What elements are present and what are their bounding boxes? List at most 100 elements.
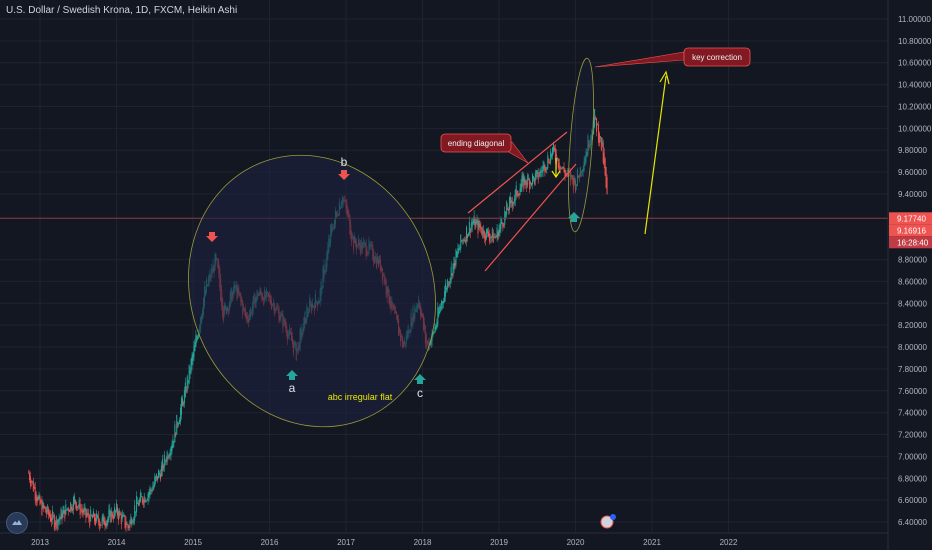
y-tick-label: 9.40000 <box>898 190 927 199</box>
candle-body <box>184 382 186 397</box>
candle-body <box>559 165 561 171</box>
candle-body <box>140 496 142 498</box>
candle-body <box>72 497 74 510</box>
candle-body <box>556 158 558 160</box>
candle-body <box>74 499 76 504</box>
candle-body <box>518 194 520 196</box>
candle-body <box>191 355 193 366</box>
y-tick-label: 8.80000 <box>898 256 927 265</box>
candle-body <box>586 152 588 157</box>
candle-body <box>190 358 192 373</box>
candle-body <box>593 119 595 135</box>
candle-body <box>167 456 169 459</box>
candle-body <box>129 520 131 528</box>
candle-body <box>537 172 539 180</box>
time-axis[interactable]: 2013 2014 2015 2016 2017 2018 2019 2020 2021 2022 <box>31 538 738 547</box>
candle-body <box>494 237 496 238</box>
candle-body <box>460 234 462 249</box>
candle-body <box>449 277 451 284</box>
y-tick-label: 10.80000 <box>898 37 932 46</box>
candle-body <box>146 500 148 501</box>
candle-body <box>572 175 574 180</box>
last-price-badge-text: 9.17740 <box>897 214 926 223</box>
candle-body <box>28 472 30 481</box>
candle-body <box>56 520 58 529</box>
candle-body <box>453 256 455 270</box>
candle-body <box>479 224 481 229</box>
y-tick-label: 10.00000 <box>898 124 932 133</box>
candle-body <box>452 263 454 275</box>
ending-diagonal-label: ending diagonal <box>448 139 505 148</box>
candle-body <box>110 511 112 523</box>
candle-body <box>558 163 560 169</box>
candle-body <box>31 480 33 482</box>
candle-body <box>38 494 40 499</box>
candle-body <box>160 465 162 477</box>
candle-body <box>114 507 116 518</box>
candle-body <box>39 496 41 505</box>
price-axis[interactable]: 6.40000 6.60000 6.80000 7.00000 7.20000 7.400… <box>898 15 932 527</box>
candle-body <box>489 237 491 239</box>
candle-body <box>447 284 449 286</box>
candle-body <box>575 184 577 187</box>
tradingview-logo-icon[interactable] <box>6 512 28 534</box>
candle-body <box>531 174 533 185</box>
candle-body <box>484 231 486 239</box>
candle-body <box>505 211 507 219</box>
projection-arrow-head <box>659 70 670 85</box>
candle-body <box>553 143 555 152</box>
candle-body <box>28 472 30 474</box>
y-tick-label: 6.60000 <box>898 496 927 505</box>
candle-body <box>33 486 35 489</box>
candle-body <box>591 134 593 141</box>
price-badges: 9.17740 9.16916 16:28:40 <box>889 212 932 249</box>
candle-body <box>574 177 576 184</box>
candle-body <box>48 508 50 515</box>
candle-body <box>584 157 586 166</box>
y-tick-label: 9.80000 <box>898 146 927 155</box>
candle-body <box>78 499 80 507</box>
candle-body <box>138 499 140 505</box>
candle-body <box>124 515 126 528</box>
candle-body <box>493 236 495 238</box>
candle-body <box>465 227 467 242</box>
candle-body <box>552 147 554 156</box>
candle-body <box>495 236 497 238</box>
candle-body <box>116 502 117 512</box>
candle-body <box>132 522 134 524</box>
candle-body <box>59 517 61 521</box>
candle-body <box>577 175 579 178</box>
candle-body <box>490 236 492 238</box>
candle-body <box>510 200 512 203</box>
candle-body <box>69 509 71 512</box>
candle-body <box>590 136 592 145</box>
candle-body <box>475 221 477 225</box>
candle-body <box>42 501 44 509</box>
candle-body <box>171 444 173 452</box>
candle-body <box>182 402 184 405</box>
candle-body <box>585 151 587 162</box>
candle-body <box>159 472 161 475</box>
x-tick-label: 2020 <box>567 538 585 547</box>
event-count-badge <box>610 514 616 520</box>
x-tick-label: 2015 <box>184 538 202 547</box>
candle-body <box>540 170 542 173</box>
y-tick-label: 7.80000 <box>898 365 927 374</box>
x-tick-label: 2019 <box>490 538 508 547</box>
candle-body <box>548 161 550 163</box>
candle-body <box>98 519 100 529</box>
candle-body <box>41 501 43 516</box>
candle-body <box>550 151 552 163</box>
candle-body <box>546 166 548 170</box>
candle-body <box>60 508 62 519</box>
candle-body <box>128 526 130 529</box>
candle-body <box>189 371 191 374</box>
candle-body <box>429 342 431 346</box>
candle-body <box>462 239 464 242</box>
candle-body <box>102 513 104 522</box>
countdown-badge <box>889 236 932 249</box>
candle-body <box>133 518 135 523</box>
candle-body <box>437 307 439 325</box>
